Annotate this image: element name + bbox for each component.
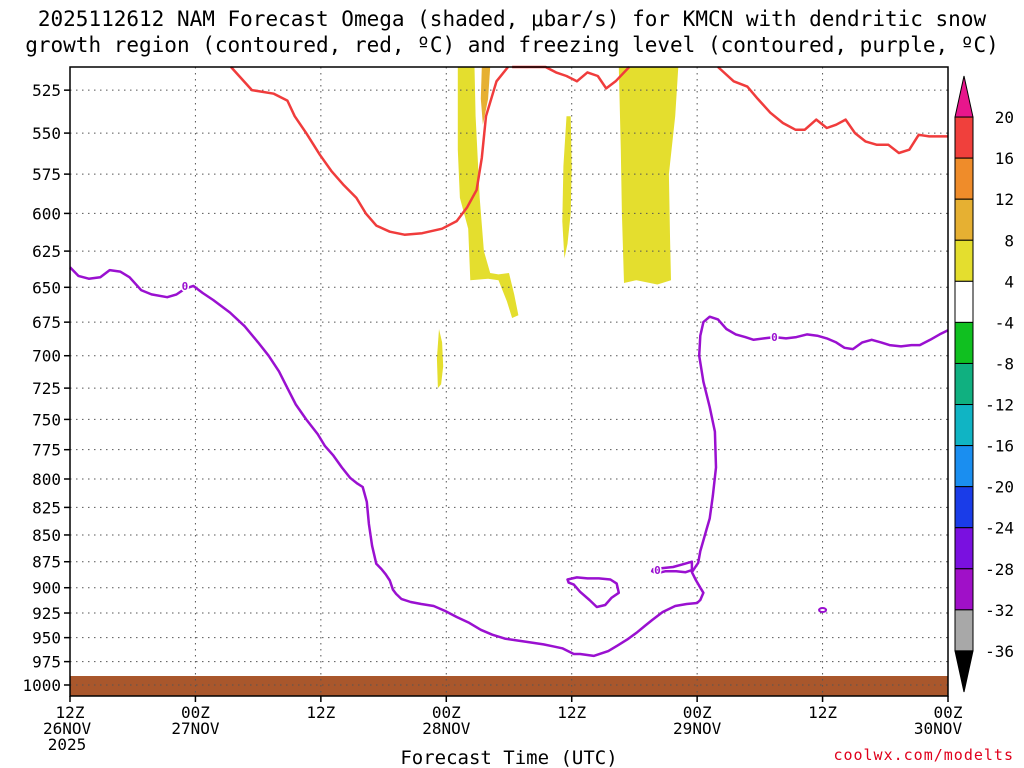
chart-title-line-2: growth region (contoured, red, ºC) and f… xyxy=(25,33,999,57)
y-tick-label-7: 700 xyxy=(32,347,61,366)
colorbar-label-9: -20 xyxy=(985,478,1014,497)
colorbar-bin-8 xyxy=(954,404,974,447)
grid-layer xyxy=(69,67,949,696)
y-tick-label-1: 550 xyxy=(32,124,61,143)
omega-fill-3 xyxy=(618,67,679,285)
colorbar-label-4: 4 xyxy=(1004,272,1014,291)
colorbar-bin-12 xyxy=(954,568,974,611)
x-tick-label-4-0: 12Z xyxy=(557,703,586,722)
colorbar-label-0: 20 xyxy=(995,108,1014,127)
x-tick-label-5-0: 00Z xyxy=(683,703,712,722)
contour-2 xyxy=(717,66,948,155)
y-tick-label-8: 725 xyxy=(32,379,61,398)
y-tick-label-14: 875 xyxy=(32,553,61,572)
x-tick-label-2-0: 12Z xyxy=(306,703,335,722)
x-tick-label-0-0: 12Z xyxy=(56,703,85,722)
contour-label-layer: 0 0 0 xyxy=(180,278,779,578)
plot-frame xyxy=(69,66,949,697)
y-tick-label-18: 975 xyxy=(32,653,61,672)
x-tick-label-7-1: 30NOV xyxy=(914,719,963,738)
y-tick-label-6: 675 xyxy=(32,313,61,332)
contour-4 xyxy=(566,576,621,609)
contour-label-0: 0 xyxy=(182,280,189,293)
y-tick-label-12: 825 xyxy=(32,498,61,517)
x-axis-title: Forecast Time (UTC) xyxy=(400,747,617,768)
y-tick-label-2: 575 xyxy=(32,165,61,184)
y-tick-label-3: 600 xyxy=(32,204,61,223)
y-tick-label-15: 900 xyxy=(32,579,61,598)
x-tick-label-3-1: 28NOV xyxy=(422,719,471,738)
contour-label-2: 0 xyxy=(771,331,778,344)
omega-fill-4 xyxy=(436,329,444,389)
y-tick-label-19: 1000 xyxy=(22,676,61,695)
x-tick-label-5-1: 29NOV xyxy=(673,719,722,738)
colorbar-label-1: 16 xyxy=(995,149,1014,168)
y-axis: 525 550 575 600 625 650 675 700 725 750 775 800 825 8… xyxy=(22,81,70,695)
omega-fill-1 xyxy=(480,67,491,125)
x-tick-label-7-0: 00Z xyxy=(934,703,963,722)
colorbar-bin-2 xyxy=(954,157,974,200)
contour-blob xyxy=(818,607,828,614)
colorbar-bin-4 xyxy=(954,239,974,282)
x-tick-label-1-0: 00Z xyxy=(181,703,210,722)
chart-title-line-1: 2025112612 NAM Forecast Omega (shaded, μ… xyxy=(37,7,987,31)
y-tick-label-17: 950 xyxy=(32,629,61,648)
colorbar-bin-9 xyxy=(954,445,974,488)
colorbar-bin-13 xyxy=(954,609,974,652)
colorbar-label-5: -4 xyxy=(995,313,1014,332)
y-tick-label-13: 850 xyxy=(32,526,61,545)
omega-fill-layer xyxy=(436,67,679,389)
colorbar-label-10: -24 xyxy=(985,519,1014,538)
terrain-ground xyxy=(70,676,948,696)
colorbar-bin-10 xyxy=(954,486,974,529)
omega-fill-2 xyxy=(562,116,572,259)
y-tick-label-10: 775 xyxy=(32,441,61,460)
colorbar-bin-7 xyxy=(954,362,974,406)
y-tick-label-0: 525 xyxy=(32,81,61,100)
y-tick-label-16: 925 xyxy=(32,604,61,623)
contour-3 xyxy=(69,266,949,658)
colorbar-label-8: -16 xyxy=(985,437,1014,456)
colorbar-bin-0 xyxy=(954,75,974,118)
x-tick-label-6-0: 12Z xyxy=(808,703,837,722)
x-tick-label-0-2: 2025 xyxy=(48,735,87,754)
colorbar-bin-1 xyxy=(954,116,974,159)
credit-text: coolwx.com/modelts xyxy=(833,746,1014,764)
colorbar-label-6: -8 xyxy=(995,354,1014,373)
contour-0 xyxy=(230,66,509,236)
colorbar-label-12: -32 xyxy=(985,601,1014,620)
colorbar-label-13: -36 xyxy=(985,642,1014,661)
contour-1 xyxy=(512,65,631,90)
x-tick-label-3-0: 00Z xyxy=(432,703,461,722)
colorbar-bin-6 xyxy=(954,321,974,364)
colorbar-bin-11 xyxy=(954,527,974,570)
colorbar-bin-14 xyxy=(954,650,974,693)
colorbar-bin-5 xyxy=(954,280,974,323)
contour-5 xyxy=(650,560,694,575)
colorbar-label-7: -12 xyxy=(985,396,1014,415)
contour-label-1: 0 xyxy=(654,564,661,577)
colorbar: 20 16 12 8 4 -4 -8 -12 -16 -20 -24 -28 -32 -36 xyxy=(954,75,1014,693)
colorbar-label-2: 12 xyxy=(995,190,1014,209)
omega-fill-0 xyxy=(457,67,519,318)
colorbar-label-3: 8 xyxy=(1004,231,1014,250)
colorbar-bin-3 xyxy=(954,198,974,241)
y-tick-label-9: 750 xyxy=(32,410,61,429)
x-tick-label-1-1: 27NOV xyxy=(171,719,220,738)
colorbar-label-11: -28 xyxy=(985,560,1014,579)
y-tick-label-4: 625 xyxy=(32,242,61,261)
x-tick-label-0-1: 26NOV xyxy=(43,719,92,738)
y-tick-label-11: 800 xyxy=(32,470,61,489)
y-tick-label-5: 650 xyxy=(32,278,61,297)
contour-layer xyxy=(69,65,949,658)
